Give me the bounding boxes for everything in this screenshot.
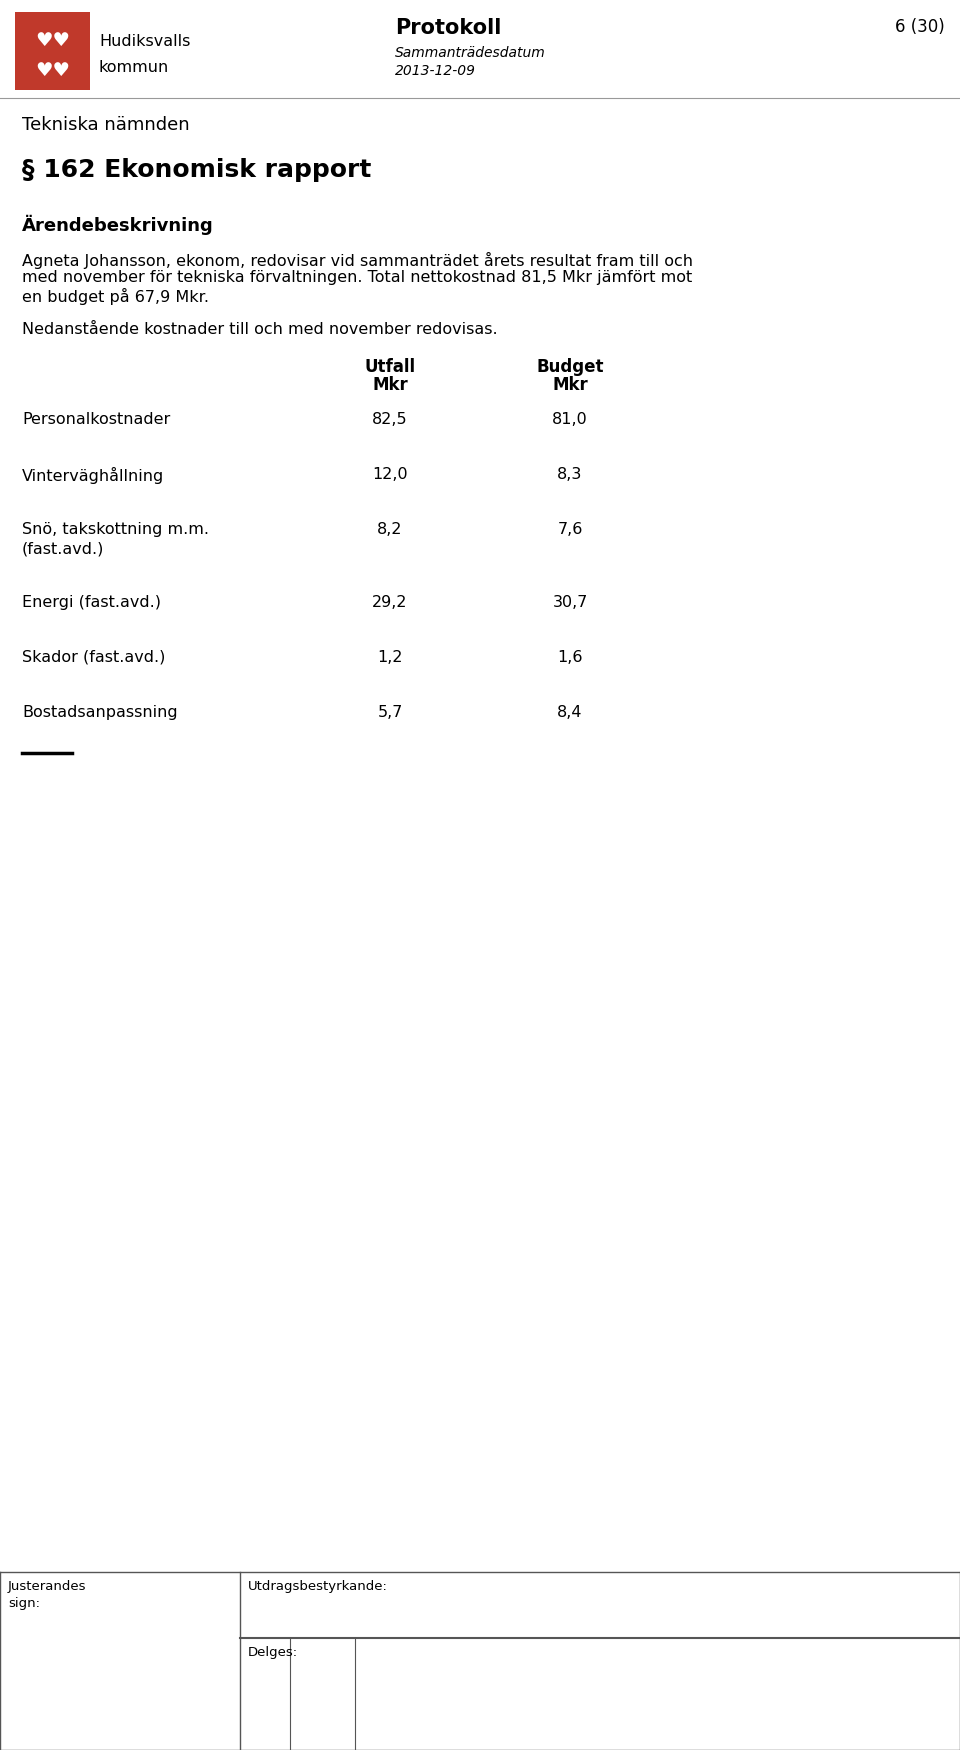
- Text: Snö, takskottning m.m.: Snö, takskottning m.m.: [22, 522, 209, 537]
- Text: 8,2: 8,2: [377, 522, 403, 537]
- Text: Utdragsbestyrkande:: Utdragsbestyrkande:: [248, 1580, 388, 1592]
- Text: 81,0: 81,0: [552, 411, 588, 427]
- Text: 1,2: 1,2: [377, 649, 403, 665]
- Bar: [15, 12, 90, 89]
- Text: 5,7: 5,7: [377, 705, 402, 719]
- Text: med november för tekniska förvaltningen. Total nettokostnad 81,5 Mkr jämfört mot: med november för tekniska förvaltningen.…: [22, 270, 692, 285]
- Text: 30,7: 30,7: [552, 595, 588, 611]
- Text: Tekniska nämnden: Tekniska nämnden: [22, 116, 190, 135]
- Text: Hudiksvalls: Hudiksvalls: [99, 35, 190, 49]
- Text: ♥♥: ♥♥: [35, 30, 70, 49]
- Text: Personalkostnader: Personalkostnader: [22, 411, 170, 427]
- Text: 2013-12-09: 2013-12-09: [395, 65, 476, 79]
- Text: sign:: sign:: [8, 1598, 40, 1610]
- Text: 1,6: 1,6: [557, 649, 583, 665]
- Text: Agneta Johansson, ekonom, redovisar vid sammanträdet årets resultat fram till oc: Agneta Johansson, ekonom, redovisar vid …: [22, 252, 693, 270]
- Text: kommun: kommun: [99, 61, 169, 75]
- Text: Justerandes: Justerandes: [8, 1580, 86, 1592]
- Text: Sammanträdesdatum: Sammanträdesdatum: [395, 46, 545, 60]
- Text: 29,2: 29,2: [372, 595, 408, 611]
- Text: Nedanstående kostnader till och med november redovisas.: Nedanstående kostnader till och med nove…: [22, 322, 497, 338]
- Text: Bostadsanpassning: Bostadsanpassning: [22, 705, 178, 719]
- Text: § 162 Ekonomisk rapport: § 162 Ekonomisk rapport: [22, 158, 372, 182]
- Text: Vinterväghållning: Vinterväghållning: [22, 467, 164, 485]
- Text: (fast.avd.): (fast.avd.): [22, 541, 105, 556]
- Text: 7,6: 7,6: [558, 522, 583, 537]
- Text: Delges:: Delges:: [248, 1647, 299, 1659]
- Text: Skador (fast.avd.): Skador (fast.avd.): [22, 649, 165, 665]
- Text: Energi (fast.avd.): Energi (fast.avd.): [22, 595, 161, 611]
- Text: en budget på 67,9 Mkr.: en budget på 67,9 Mkr.: [22, 289, 209, 304]
- Text: 8,4: 8,4: [557, 705, 583, 719]
- Text: Ärendebeskrivning: Ärendebeskrivning: [22, 215, 214, 235]
- Text: 82,5: 82,5: [372, 411, 408, 427]
- Text: Utfall: Utfall: [365, 359, 416, 376]
- Text: 6 (30): 6 (30): [896, 18, 945, 37]
- Text: Mkr: Mkr: [372, 376, 408, 394]
- Text: Mkr: Mkr: [552, 376, 588, 394]
- Text: 12,0: 12,0: [372, 467, 408, 481]
- Text: ♥♥: ♥♥: [35, 61, 70, 79]
- Text: Budget: Budget: [537, 359, 604, 376]
- Text: Protokoll: Protokoll: [395, 18, 501, 38]
- Text: 8,3: 8,3: [558, 467, 583, 481]
